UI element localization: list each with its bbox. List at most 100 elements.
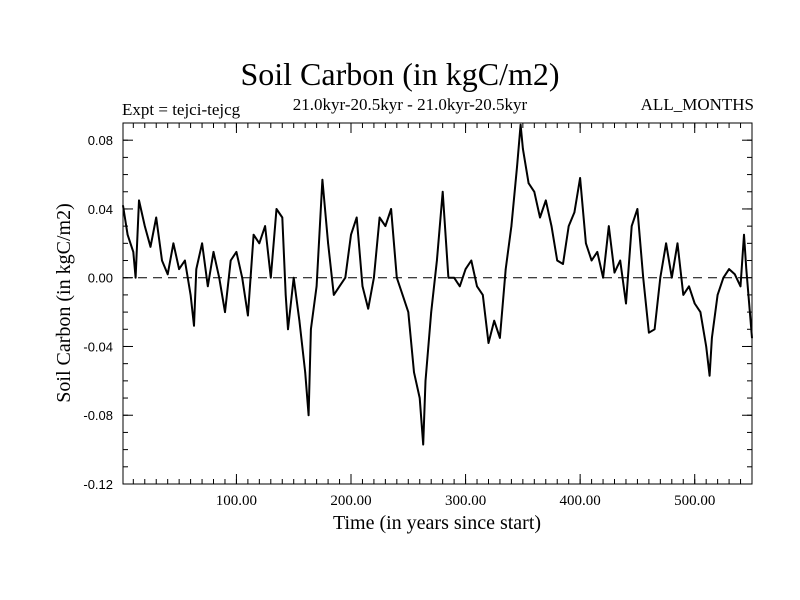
data-point: [671, 276, 673, 279]
data-point: [699, 311, 702, 313]
series-points: [122, 123, 753, 446]
data-point: [287, 328, 289, 331]
data-point: [527, 182, 530, 184]
data-point: [751, 337, 753, 339]
data-point: [264, 225, 266, 227]
data-point: [307, 414, 310, 417]
data-point: [149, 246, 152, 248]
data-point: [636, 208, 639, 210]
data-point: [722, 276, 725, 279]
x-tick-label: 500.00: [674, 493, 715, 509]
data-point: [212, 251, 215, 253]
y-tick-label: -0.08: [83, 408, 113, 423]
data-point: [258, 242, 261, 245]
data-point: [659, 276, 662, 279]
data-point: [676, 242, 679, 245]
data-point: [482, 294, 484, 296]
data-point: [734, 273, 736, 276]
data-point: [711, 337, 713, 339]
data-point: [327, 242, 329, 245]
data-point: [424, 380, 427, 382]
data-point: [682, 294, 685, 296]
y-tick-label: -0.04: [83, 339, 113, 354]
data-point: [447, 276, 450, 279]
data-point: [195, 268, 198, 270]
data-point: [235, 251, 238, 253]
data-point: [499, 337, 501, 339]
data-point: [739, 285, 742, 288]
data-point: [539, 216, 541, 219]
data-point: [493, 319, 496, 322]
data-point: [178, 268, 180, 270]
data-point: [384, 225, 387, 227]
data-point: [396, 276, 398, 279]
y-tick-label: 0.08: [88, 133, 113, 148]
data-point: [193, 325, 195, 327]
data-point: [122, 204, 124, 207]
y-axis-title: Soil Carbon (in kgC/m2): [53, 203, 75, 402]
x-tick-label: 400.00: [560, 493, 601, 509]
data-point: [155, 216, 157, 219]
data-point: [207, 285, 209, 288]
data-point: [338, 285, 341, 288]
data-point: [292, 276, 295, 279]
data-point: [247, 314, 249, 317]
data-point: [470, 259, 473, 262]
data-point: [510, 225, 513, 227]
data-point: [745, 268, 748, 270]
data-point: [138, 199, 140, 202]
data-point: [218, 276, 220, 279]
data-point: [516, 165, 518, 167]
data-point: [401, 294, 404, 296]
data-point: [270, 276, 272, 279]
x-axis-title: Time (in years since start): [333, 512, 541, 534]
data-point: [464, 268, 467, 270]
series-line: [122, 123, 753, 446]
data-point: [625, 302, 627, 305]
data-point: [436, 259, 438, 262]
data-point: [642, 276, 644, 279]
data-point: [602, 276, 604, 279]
data-point: [252, 233, 255, 236]
data-point: [708, 374, 711, 377]
data-point: [562, 263, 564, 265]
y-tick-label: 0.00: [88, 271, 113, 286]
data-point: [134, 276, 137, 279]
data-point: [585, 242, 587, 245]
chart-subtitle: 21.0kyr-20.5kyr - 21.0kyr-20.5kyr: [292, 95, 528, 114]
data-point: [590, 259, 593, 262]
data-point: [229, 259, 232, 262]
data-point: [189, 294, 192, 296]
data-point: [321, 178, 324, 181]
data-point: [407, 311, 410, 313]
y-tick-label: -0.12: [83, 477, 113, 492]
data-point: [522, 148, 524, 150]
data-point: [556, 259, 558, 262]
data-point: [573, 211, 576, 214]
data-point: [716, 294, 719, 296]
data-point: [648, 331, 650, 334]
data-point: [166, 273, 169, 276]
x-tick-label: 100.00: [216, 493, 257, 509]
data-point: [201, 242, 203, 245]
data-point: [298, 319, 301, 322]
y-tick-label: 0.04: [88, 202, 113, 217]
data-point: [430, 311, 433, 313]
months-label: ALL_MONTHS: [640, 95, 754, 114]
data-point: [241, 276, 243, 279]
data-point: [579, 177, 581, 179]
data-point: [630, 225, 633, 227]
data-point: [378, 216, 381, 219]
data-point: [504, 268, 507, 270]
data-point: [284, 294, 287, 296]
data-point: [361, 285, 364, 288]
data-point: [665, 242, 667, 245]
data-point: [333, 294, 335, 296]
data-point: [550, 225, 553, 227]
data-point: [310, 328, 312, 331]
data-point: [373, 276, 375, 279]
data-point: [441, 191, 444, 193]
x-tick-label: 200.00: [330, 493, 371, 509]
data-point: [344, 276, 347, 279]
